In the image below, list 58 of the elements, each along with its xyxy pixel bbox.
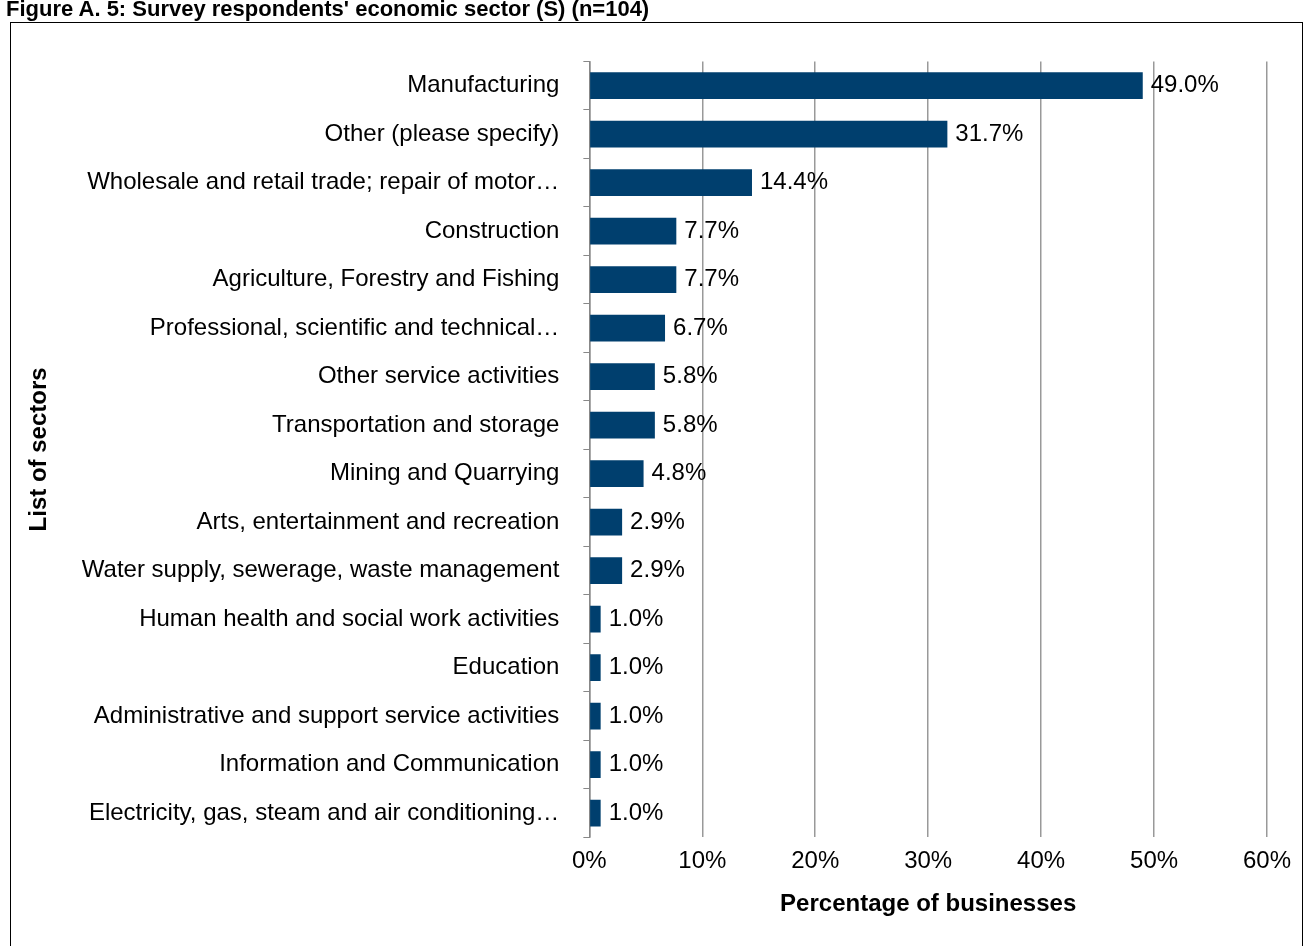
bar xyxy=(590,557,623,584)
y-tick-label: Electricity, gas, steam and air conditioning… xyxy=(88,797,560,825)
y-tick-label: Transportation and storage xyxy=(272,409,560,437)
y-tick-label: Professional, scientific and technical… xyxy=(149,312,560,340)
y-tick-label: Human health and social work activities xyxy=(139,603,560,631)
y-tick-label: Agriculture, Forestry and Fishing xyxy=(212,264,560,292)
x-tick-label: 40% xyxy=(1017,846,1066,874)
text: Figure A. 5: Survey respondents' economic sector (S) (n=104) xyxy=(6,0,650,22)
data-label: 1.0% xyxy=(608,797,664,825)
bar xyxy=(590,120,948,148)
y-tick-label: Arts, entertainment and recreation xyxy=(196,506,560,534)
bar xyxy=(590,605,601,633)
y-tick-label: Other (please specify) xyxy=(324,118,560,146)
y-axis-title: List of sectors xyxy=(24,367,52,532)
bar xyxy=(590,702,601,730)
data-label: 14.4% xyxy=(759,167,829,195)
data-label: 1.0% xyxy=(608,749,664,777)
bar xyxy=(590,654,601,681)
bar xyxy=(590,72,1143,99)
x-tick-label: 0% xyxy=(572,846,607,874)
y-tick-label: Information and Communication xyxy=(219,749,560,777)
data-label: 1.0% xyxy=(608,603,664,631)
bar xyxy=(590,751,601,778)
data-label: 7.7% xyxy=(684,264,740,292)
y-tick-label: Mining and Quarrying xyxy=(329,458,560,486)
data-label: 1.0% xyxy=(608,652,664,680)
data-label: 1.0% xyxy=(608,700,664,728)
data-label: 2.9% xyxy=(630,555,685,583)
y-tick-label: Administrative and support service activities xyxy=(93,700,560,728)
data-label: 31.7% xyxy=(955,118,1024,146)
data-label: 5.8% xyxy=(662,409,718,437)
data-label: 2.9% xyxy=(630,506,685,534)
y-tick-label: Wholesale and retail trade; repair of motor… xyxy=(87,167,560,195)
data-label: 49.0% xyxy=(1150,70,1219,98)
x-tick-label: 20% xyxy=(791,846,840,874)
x-tick-label: 60% xyxy=(1242,846,1292,874)
y-tick-label: Construction xyxy=(424,215,560,243)
x-tick-label: 50% xyxy=(1130,846,1179,874)
bar xyxy=(590,460,644,487)
y-tick-label: Education xyxy=(452,652,560,680)
bar xyxy=(590,508,623,536)
x-tick-label: 30% xyxy=(904,846,953,874)
bar xyxy=(590,314,666,342)
bar xyxy=(590,411,655,439)
bar xyxy=(590,363,655,390)
y-tick-label: Water supply, sewerage, waste management xyxy=(81,555,560,583)
data-label: 7.7% xyxy=(684,215,740,243)
data-label: 4.8% xyxy=(651,458,707,486)
y-tick-label: Manufacturing xyxy=(407,70,560,98)
bar xyxy=(590,266,677,293)
bar xyxy=(590,169,752,196)
x-axis-title: Percentage of businesses xyxy=(780,889,1077,917)
data-label: 6.7% xyxy=(673,312,728,340)
y-tick-label: Other service activities xyxy=(317,361,560,389)
data-label: 5.8% xyxy=(662,361,718,389)
bar xyxy=(590,217,677,245)
bar xyxy=(590,799,601,827)
x-tick-label: 10% xyxy=(678,846,727,874)
